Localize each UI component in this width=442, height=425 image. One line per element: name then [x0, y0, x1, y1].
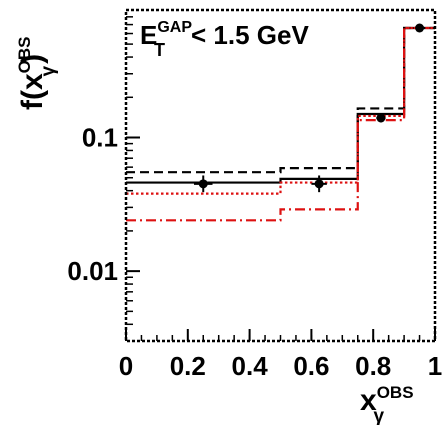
x-tick-label: 1: [428, 351, 442, 381]
x-tick-label: 0.6: [293, 351, 329, 381]
data-point: [376, 113, 386, 123]
annotation-sup: GAP: [157, 19, 192, 36]
gap-annotation: EGAP T < 1.5 GeV: [140, 19, 309, 60]
x-tick-label: 0.8: [355, 351, 391, 381]
y-axis-title: f(xOBS γ): [15, 36, 59, 110]
x-axis-title: xOBS γ: [360, 383, 414, 425]
data-point: [193, 175, 213, 193]
series-line-dash-dot: [126, 26, 435, 222]
y-tick-label: 0.1: [82, 123, 118, 153]
ylabel-sub: γ: [38, 65, 59, 76]
ylabel-prefix: f(x: [16, 73, 49, 110]
series-line-solid: [126, 26, 435, 184]
plot-frame: [124, 8, 437, 343]
annotation-base: E: [140, 20, 157, 50]
annotation-sub: T: [154, 40, 165, 60]
xlabel-sub: γ: [374, 406, 385, 425]
ylabel-suffix: ): [16, 54, 49, 64]
x-tick-label: 0: [119, 351, 133, 381]
xlabel-base: x: [360, 384, 377, 417]
data-point-marker: [314, 179, 324, 189]
ylabel-sup: OBS: [15, 36, 34, 73]
series-layer: [126, 26, 435, 222]
xlabel-sup: OBS: [377, 383, 414, 402]
data-point: [311, 175, 327, 193]
data-point-marker: [198, 179, 208, 189]
annotation-rest: < 1.5 GeV: [191, 20, 309, 50]
data-point-marker: [376, 113, 386, 123]
data-point: [415, 23, 425, 33]
data-points-layer: [193, 23, 425, 193]
x-tick-label: 0.4: [232, 351, 269, 381]
data-point-marker: [415, 23, 425, 33]
y-tick-label: 0.01: [67, 256, 118, 286]
x-tick-label: 0.2: [170, 351, 206, 381]
ticks-layer: 0 0.2 0.4 0.6 0.8 1 0.1 0.01: [67, 16, 442, 381]
